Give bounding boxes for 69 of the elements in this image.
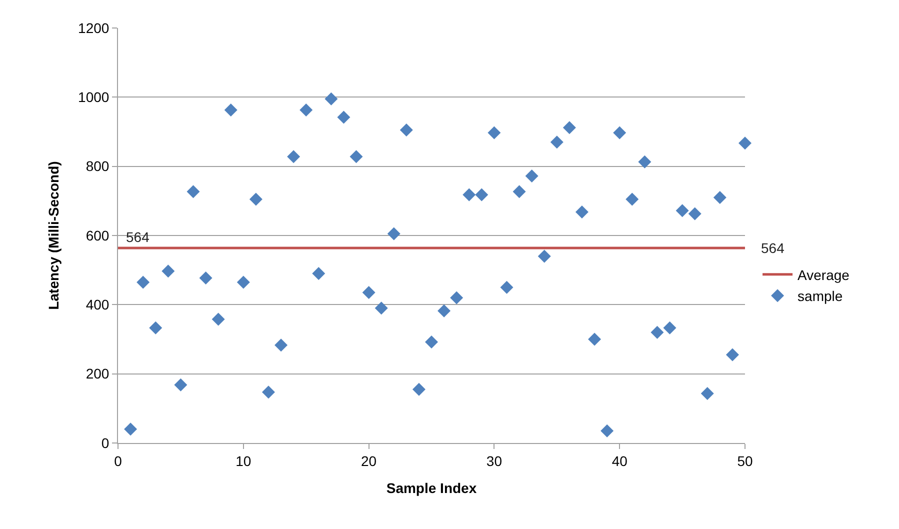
- point: [412, 382, 426, 396]
- point: [638, 155, 652, 168]
- point: [738, 136, 752, 150]
- data-label: 564: [761, 240, 785, 256]
- point: [726, 348, 739, 362]
- point: [550, 136, 564, 149]
- point: [162, 264, 175, 278]
- x-tick-label: 30: [486, 452, 502, 469]
- point: [362, 286, 376, 300]
- y-tick-label: 1200: [78, 20, 110, 36]
- legend-label: sample: [798, 288, 843, 304]
- y-tick-label: 200: [86, 366, 110, 382]
- point: [425, 336, 438, 349]
- y-tick-label: 600: [86, 227, 110, 244]
- x-tick-label: 10: [236, 452, 252, 469]
- point: [249, 192, 262, 206]
- point: [199, 272, 212, 285]
- point: [186, 185, 200, 198]
- point: [663, 321, 676, 334]
- point: [512, 185, 526, 198]
- data-label: 564: [126, 229, 150, 245]
- point: [374, 302, 388, 315]
- point: [236, 276, 250, 289]
- point: [174, 378, 188, 392]
- point: [300, 103, 313, 116]
- point: [450, 291, 464, 304]
- y-axis-title: Latency (Milli-Second): [46, 161, 62, 310]
- point: [400, 124, 413, 137]
- point: [224, 103, 238, 116]
- point: [212, 312, 225, 326]
- point: [588, 332, 602, 346]
- point: [538, 250, 551, 263]
- point: [274, 338, 288, 352]
- point: [688, 207, 702, 220]
- y-tick-label: 400: [86, 296, 110, 313]
- point: [337, 110, 350, 124]
- point: [324, 92, 338, 106]
- point: [575, 205, 588, 218]
- point: [600, 424, 614, 438]
- x-axis-title: Sample Index: [386, 480, 477, 496]
- point: [650, 326, 664, 339]
- point: [462, 188, 476, 202]
- point: [676, 204, 689, 218]
- y-tick-label: 1000: [78, 89, 110, 106]
- point: [387, 227, 400, 240]
- point: [350, 150, 363, 164]
- point: [488, 126, 501, 140]
- point: [613, 126, 626, 140]
- x-tick-label: 20: [361, 452, 377, 469]
- legend-label: Average: [798, 266, 850, 283]
- point: [700, 387, 714, 400]
- point: [438, 304, 451, 318]
- point: [713, 190, 726, 204]
- point: [312, 267, 326, 280]
- point: [124, 422, 138, 436]
- point: [562, 121, 576, 134]
- point: [525, 170, 538, 183]
- point: [262, 386, 275, 399]
- x-tick-label: 0: [114, 452, 122, 469]
- y-tick-label: 0: [101, 434, 110, 451]
- point: [500, 280, 514, 294]
- point: [475, 188, 488, 202]
- point: [136, 276, 150, 289]
- point: [626, 192, 639, 206]
- y-tick-label: 800: [86, 158, 110, 174]
- point: [287, 150, 300, 164]
- x-tick-label: 40: [612, 452, 628, 469]
- point: [149, 321, 162, 334]
- x-tick-label: 50: [737, 452, 753, 469]
